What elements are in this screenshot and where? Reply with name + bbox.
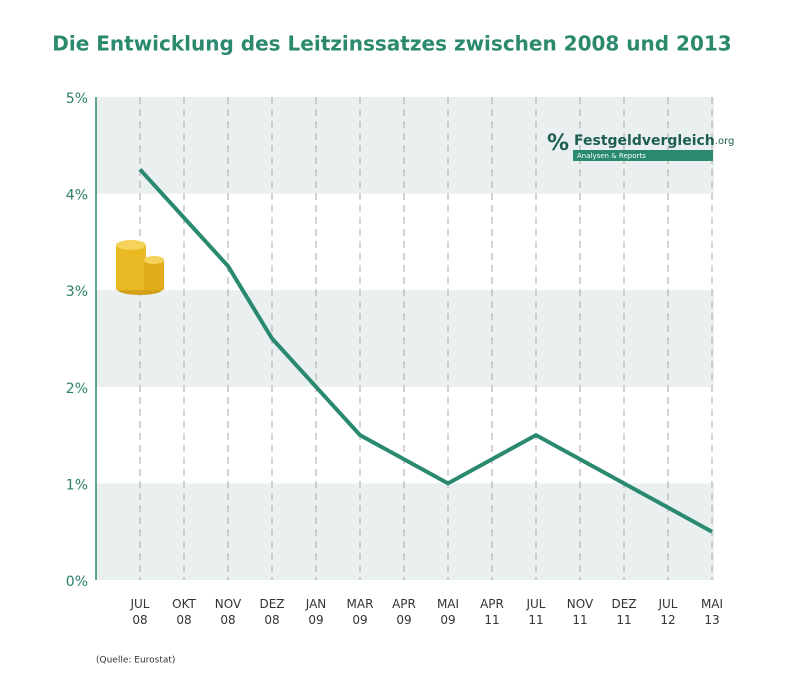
x-tick-label: MAI 13: [701, 597, 723, 627]
x-tick-label-line: MAI: [437, 597, 459, 611]
logo-bar: [573, 150, 713, 161]
x-tick-label-line: JAN: [305, 597, 327, 611]
logo-tld: .org: [715, 136, 735, 147]
x-tick-label: JAN 09: [305, 597, 327, 627]
x-tick-label-line: 11: [572, 613, 587, 627]
x-tick-label-line: 11: [528, 613, 543, 627]
line-series: [138, 168, 713, 534]
x-tick-label-line: 12: [660, 613, 675, 627]
x-tick-label: DEZ 08: [259, 597, 284, 627]
y-tick-label: 3%: [66, 284, 88, 300]
grid-band: [96, 97, 714, 194]
x-tick-label: MAI 09: [437, 597, 459, 627]
x-tick-label: MAR 09: [347, 597, 374, 627]
grid-band: [96, 483, 714, 580]
logo-symbol: %: [547, 131, 569, 156]
x-tick-label-line: 13: [704, 613, 719, 627]
x-tick-label: JUL 08: [129, 597, 149, 627]
y-tick-label: 5%: [66, 91, 88, 107]
x-tick-label-line: 09: [396, 613, 411, 627]
logo-name: Festgeldvergleich.org: [574, 133, 734, 149]
x-tick-label-line: 09: [308, 613, 323, 627]
logo-name-main: Festgeldvergleich: [574, 133, 715, 149]
x-tick-label-line: DEZ: [259, 597, 284, 611]
grid-band: [96, 290, 714, 387]
x-tick-label-line: 09: [352, 613, 367, 627]
coins: [116, 240, 164, 295]
logo-tagline: Analysen & Reports: [577, 152, 646, 160]
x-tick-label-line: 08: [132, 613, 147, 627]
x-tick-label-line: NOV: [215, 597, 242, 611]
coin: [144, 256, 164, 264]
chart-title: Die Entwicklung des Leitzinssatzes zwisc…: [52, 32, 731, 56]
x-tick-label-line: APR: [392, 597, 416, 611]
x-tick-label-line: APR: [480, 597, 504, 611]
x-tick-label: NOV 11: [567, 597, 594, 627]
x-tick-label-line: 08: [264, 613, 279, 627]
y-tick-label: 0%: [66, 574, 88, 590]
x-tick-label-line: 08: [220, 613, 235, 627]
y-tick-label: 1%: [66, 477, 88, 493]
x-tick-label-line: MAI: [701, 597, 723, 611]
x-tick-label: APR 11: [480, 597, 504, 627]
x-tick-label-line: JUL: [525, 597, 545, 611]
bands: [96, 97, 714, 580]
x-tick-label-line: 11: [484, 613, 499, 627]
x-tick-label-line: JUL: [129, 597, 149, 611]
x-tick-label: JUL 11: [525, 597, 545, 627]
coin: [116, 240, 146, 250]
x-tick-label: JUL 12: [657, 597, 677, 627]
x-tick-label-line: DEZ: [611, 597, 636, 611]
logo: % Festgeldvergleich.org Analysen & Repor…: [547, 131, 734, 161]
x-tick-label: NOV 08: [215, 597, 242, 627]
x-tick-label: DEZ 11: [611, 597, 636, 627]
x-tick-label-line: MAR: [347, 597, 374, 611]
y-tick-label: 2%: [66, 381, 88, 397]
x-tick-label-line: JUL: [657, 597, 677, 611]
x-tick-label: APR 09: [392, 597, 416, 627]
x-tick-label-line: OKT: [172, 597, 196, 611]
y-tick-label: 4%: [66, 188, 88, 204]
x-tick-label-line: 11: [616, 613, 631, 627]
source-note: (Quelle: Eurostat): [96, 656, 175, 666]
coin-stack: [144, 260, 164, 290]
x-tick-label-line: 09: [440, 613, 455, 627]
x-tick-label: OKT 08: [172, 597, 196, 627]
x-tick-label-line: 08: [176, 613, 191, 627]
coin-stack: [116, 245, 146, 290]
x-tick-label-line: NOV: [567, 597, 594, 611]
